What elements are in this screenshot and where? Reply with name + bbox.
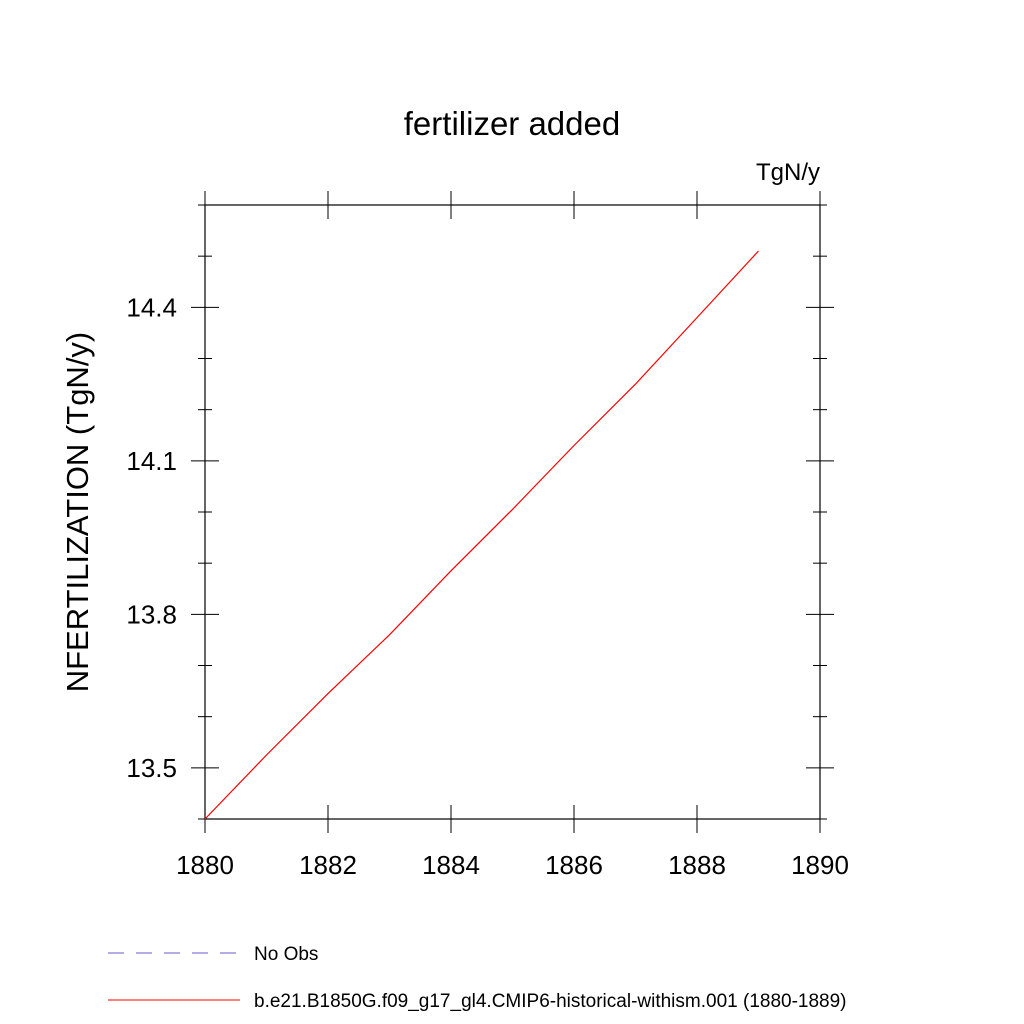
x-tick-label: 1884	[422, 850, 480, 880]
plot-frame	[204, 204, 821, 820]
y-axis-label: NFERTILIZATION (TgN/y)	[60, 332, 95, 693]
x-tick-label: 1890	[791, 850, 849, 880]
y-tick-label: 13.8	[126, 599, 177, 629]
y-tick-label: 14.4	[126, 292, 177, 322]
y-tick-label: 14.1	[126, 446, 177, 476]
axis-tick-labels: 1880 1882 1884 1886 1888 1890 13.5 13.8 14.1 14.4	[126, 292, 849, 880]
series-layer	[204, 250, 759, 820]
x-tick-label: 1882	[299, 850, 357, 880]
legend: No Obs b.e21.B1850G.f09_g17_gl4.CMIP6-his…	[108, 944, 847, 1012]
x-tick-label: 1886	[545, 850, 603, 880]
legend-label: No Obs	[254, 944, 318, 965]
axis-ticks	[191, 191, 834, 833]
units-label: TgN/y	[756, 159, 820, 186]
y-tick-label: 13.5	[126, 753, 177, 783]
legend-label: b.e21.B1850G.f09_g17_gl4.CMIP6-historica…	[254, 991, 847, 1012]
x-tick-label: 1880	[176, 850, 234, 880]
series-line	[204, 250, 759, 820]
x-tick-label: 1888	[668, 850, 726, 880]
chart-title: fertilizer added	[404, 105, 620, 142]
